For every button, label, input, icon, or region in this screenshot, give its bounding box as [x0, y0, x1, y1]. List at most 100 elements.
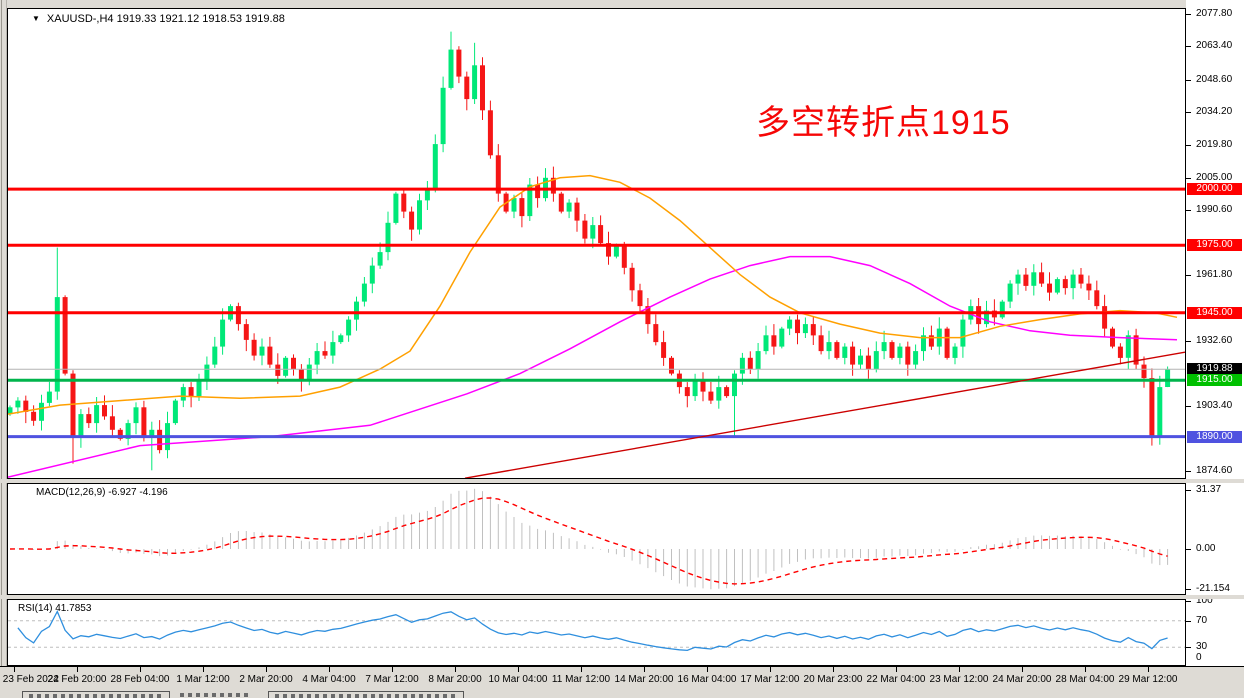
- time-axis-tick: [707, 667, 708, 672]
- price-axis-highlight: 1890.00: [1187, 431, 1242, 443]
- price-axis-tick: 1961.80: [1196, 269, 1233, 280]
- rsi-line: [17, 609, 1168, 652]
- price-axis-tick: 1903.40: [1196, 400, 1233, 411]
- bottom-tab-strip[interactable]: [0, 690, 1244, 698]
- price-axis-tick: 0.00: [1196, 543, 1216, 554]
- price-axis-tick: 2005.00: [1196, 172, 1233, 183]
- macd-label: MACD(12,26,9) -6.927 -4.196: [36, 487, 168, 498]
- candles-layer: [8, 31, 1171, 471]
- time-axis-label: 20 Mar 23:00: [803, 674, 863, 685]
- time-axis-tick: [392, 667, 393, 672]
- ma-fast-line: [8, 174, 1178, 415]
- time-axis-label: 28 Mar 04:00: [1055, 674, 1115, 685]
- price-axis-tick: [1186, 112, 1191, 113]
- price-axis-tick: 2063.40: [1196, 40, 1233, 51]
- chart-tab[interactable]: [22, 691, 170, 698]
- time-axis-tick: [518, 667, 519, 672]
- time-axis-label: 17 Mar 12:00: [740, 674, 800, 685]
- price-axis-tick: [1186, 275, 1191, 276]
- price-axis-tick: 31.37: [1196, 484, 1222, 495]
- time-axis-tick: [266, 667, 267, 672]
- time-axis-label: 29 Mar 12:00: [1118, 674, 1178, 685]
- price-axis-tick: 70: [1196, 615, 1208, 626]
- price-axis-tick: [1186, 406, 1191, 407]
- time-axis-label: 28 Feb 04:00: [110, 674, 170, 685]
- rsi-chart[interactable]: [8, 600, 1185, 665]
- symbol-dropdown-icon[interactable]: ▼: [32, 14, 40, 23]
- rsi-panel[interactable]: RSI(14) 41.7853: [7, 599, 1186, 666]
- ma-slow-line: [8, 255, 1178, 478]
- time-axis-tick: [959, 667, 960, 672]
- price-axis-tick: [1186, 621, 1191, 622]
- time-axis-label: 14 Mar 20:00: [614, 674, 674, 685]
- chart-tab-label: [275, 694, 455, 698]
- chart-tab[interactable]: [268, 691, 464, 698]
- price-axis-tick: 1932.60: [1196, 335, 1233, 346]
- price-axis-tick: 30: [1196, 641, 1208, 652]
- macd-panel[interactable]: MACD(12,26,9) -6.927 -4.196: [7, 483, 1186, 595]
- price-axis-tick: 100: [1196, 595, 1213, 606]
- macd-signal-line: [9, 497, 1168, 585]
- candlestick-chart[interactable]: [8, 9, 1185, 478]
- time-axis-label: 11 Mar 12:00: [551, 674, 611, 685]
- price-axis-tick: 1990.60: [1196, 204, 1233, 215]
- time-axis-label: 7 Mar 12:00: [365, 674, 419, 685]
- price-axis-highlight: 2000.00: [1187, 183, 1242, 195]
- chart-tab-label: [29, 694, 161, 698]
- time-axis-tick: [77, 667, 78, 672]
- time-axis-tick: [1148, 667, 1149, 672]
- macd-chart[interactable]: [8, 484, 1185, 594]
- price-axis-highlight: 1975.00: [1187, 239, 1242, 251]
- horizontal-price-lines: [8, 187, 1185, 439]
- time-axis-tick: [770, 667, 771, 672]
- price-axis-tick: 2077.80: [1196, 8, 1233, 19]
- rsi-label: RSI(14) 41.7853: [18, 603, 92, 614]
- price-axis-tick: [1186, 145, 1191, 146]
- price-axis-tick: [1186, 471, 1191, 472]
- time-axis-label: 2 Mar 20:00: [239, 674, 293, 685]
- chart-tab-label[interactable]: [180, 693, 250, 697]
- price-axis-tick: [1186, 490, 1191, 491]
- price-axis-tick: -21.154: [1196, 583, 1230, 594]
- chart-title: ▼ XAUUSD-,H4 1919.33 1921.12 1918.53 1919…: [32, 13, 285, 25]
- time-axis-label: 24 Feb 20:00: [47, 674, 107, 685]
- price-axis-tick: [1186, 589, 1191, 590]
- pivot-annotation: 多空转折点1915: [756, 104, 1011, 142]
- price-chart-panel[interactable]: ▼ XAUUSD-,H4 1919.33 1921.12 1918.53 1919…: [7, 8, 1186, 479]
- panel-splitter[interactable]: [0, 479, 1244, 483]
- time-axis-tick: [329, 667, 330, 672]
- time-axis-tick: [1085, 667, 1086, 672]
- time-axis-label: 10 Mar 04:00: [488, 674, 548, 685]
- price-axis-tick: [1186, 178, 1191, 179]
- time-axis-tick: [1022, 667, 1023, 672]
- time-axis-label: 4 Mar 04:00: [302, 674, 356, 685]
- time-axis[interactable]: 23 Feb 2022 24 Feb 20:00 28 Feb 04:00 1 Mar…: [0, 666, 1244, 690]
- price-axis-tick: [1186, 210, 1191, 211]
- time-axis-label: 24 Mar 20:00: [992, 674, 1052, 685]
- time-axis-label: 16 Mar 04:00: [677, 674, 737, 685]
- price-axis-tick: [1186, 80, 1191, 81]
- trendline: [464, 351, 1185, 478]
- symbol-ohlc-text: XAUUSD-,H4 1919.33 1921.12 1918.53 1919.…: [46, 13, 285, 25]
- panel-splitter[interactable]: [0, 595, 1244, 599]
- price-axis-tick: [1186, 601, 1191, 602]
- time-axis-tick: [833, 667, 834, 672]
- time-axis-label: 23 Mar 12:00: [929, 674, 989, 685]
- price-axis-highlight: 1915.00: [1187, 374, 1242, 386]
- macd-histogram: [17, 488, 1169, 590]
- time-axis-tick: [581, 667, 582, 672]
- window-left-edge: [0, 0, 7, 698]
- price-axis[interactable]: 2077.80 2063.40 2048.60 2034.20 2019.80 2005.…: [1186, 0, 1244, 668]
- time-axis-tick: [644, 667, 645, 672]
- price-axis-highlight: 1945.00: [1187, 307, 1242, 319]
- price-axis-tick: [1186, 647, 1191, 648]
- price-axis-tick: 1874.60: [1196, 465, 1233, 476]
- price-axis-tick: 2034.20: [1196, 106, 1233, 117]
- time-axis-label: 23 Feb 2022: [2, 674, 59, 685]
- price-axis-tick: [1186, 46, 1191, 47]
- time-axis-label: 1 Mar 12:00: [176, 674, 230, 685]
- price-axis-highlight: 1919.88: [1187, 363, 1242, 375]
- time-axis-label: 22 Mar 04:00: [866, 674, 926, 685]
- time-axis-tick: [896, 667, 897, 672]
